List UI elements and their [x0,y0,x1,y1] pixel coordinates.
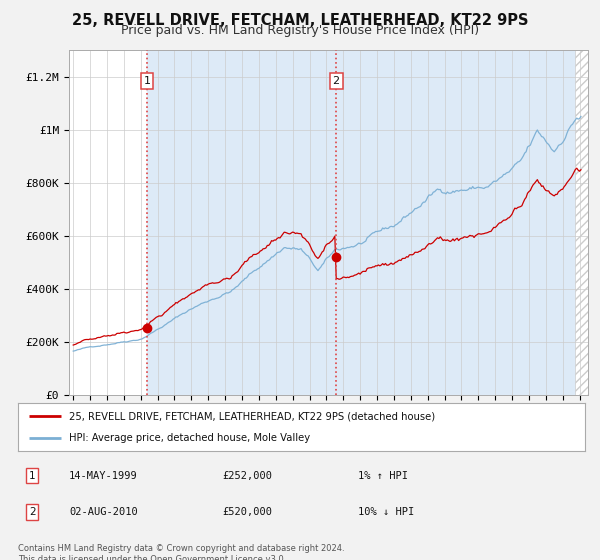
Text: 2: 2 [29,507,35,517]
Text: 2: 2 [332,76,340,86]
Text: 1: 1 [29,470,35,480]
Text: 02-AUG-2010: 02-AUG-2010 [69,507,138,517]
Text: 1% ↑ HPI: 1% ↑ HPI [358,470,408,480]
Bar [575,50,588,395]
Bar [336,50,575,395]
Text: 25, REVELL DRIVE, FETCHAM, LEATHERHEAD, KT22 9PS (detached house): 25, REVELL DRIVE, FETCHAM, LEATHERHEAD, … [69,411,435,421]
Text: 25, REVELL DRIVE, FETCHAM, LEATHERHEAD, KT22 9PS: 25, REVELL DRIVE, FETCHAM, LEATHERHEAD, … [72,13,528,28]
Text: HPI: Average price, detached house, Mole Valley: HPI: Average price, detached house, Mole… [69,433,310,443]
Text: £520,000: £520,000 [222,507,272,517]
Text: Price paid vs. HM Land Registry's House Price Index (HPI): Price paid vs. HM Land Registry's House … [121,24,479,36]
Bar [147,50,336,395]
Text: Contains HM Land Registry data © Crown copyright and database right 2024.
This d: Contains HM Land Registry data © Crown c… [18,544,344,560]
Text: 10% ↓ HPI: 10% ↓ HPI [358,507,415,517]
Text: 14-MAY-1999: 14-MAY-1999 [69,470,138,480]
Text: £252,000: £252,000 [222,470,272,480]
Text: 1: 1 [143,76,151,86]
